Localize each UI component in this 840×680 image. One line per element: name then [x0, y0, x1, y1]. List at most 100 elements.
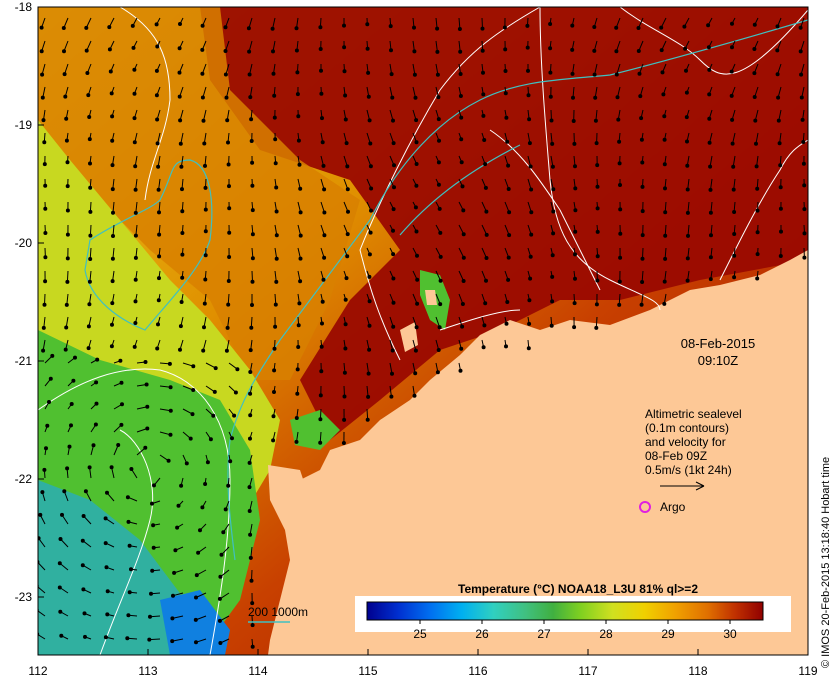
- velocity-arrow-head: [730, 141, 735, 146]
- velocity-arrow-head: [250, 160, 255, 165]
- velocity-arrow-head: [201, 118, 206, 123]
- velocity-arrow-head: [778, 254, 783, 258]
- velocity-arrow-head: [109, 344, 114, 349]
- velocity-arrow-head: [573, 208, 578, 213]
- velocity-arrow-head: [367, 118, 372, 123]
- velocity-arrow-head: [549, 323, 554, 328]
- velocity-arrow-head: [413, 205, 418, 210]
- velocity-arrow-head: [88, 185, 93, 190]
- velocity-arrow-head: [802, 207, 807, 212]
- velocity-arrow-head: [188, 436, 193, 441]
- velocity-arrow-head: [218, 574, 223, 579]
- sealevel-contours: [38, 7, 808, 655]
- velocity-arrow-head: [43, 255, 48, 260]
- velocity-arrow-head: [272, 390, 276, 394]
- velocity-arrow-head: [709, 233, 713, 238]
- lat-tick-label: -18: [15, 0, 33, 14]
- velocity-arrow-head: [413, 348, 418, 353]
- velocity-arrow-head: [168, 385, 173, 390]
- velocity-arrow-head: [107, 47, 112, 52]
- velocity-arrow-head: [732, 275, 737, 280]
- velocity-arrow-head: [67, 444, 72, 449]
- velocity-arrow-head: [392, 185, 396, 190]
- velocity-arrow-head: [343, 117, 348, 122]
- velocity-arrow-head: [151, 545, 156, 550]
- velocity-arrow-head: [64, 116, 69, 121]
- velocity-arrow-head: [593, 95, 598, 100]
- velocity-arrow-head: [526, 93, 531, 98]
- velocity-arrow-head: [551, 209, 556, 214]
- velocity-arrow-head: [156, 322, 160, 327]
- velocity-arrow-head: [369, 208, 373, 213]
- velocity-arrow-head: [319, 91, 324, 96]
- velocity-arrow-head: [247, 460, 252, 465]
- velocity-arrow-head: [686, 233, 690, 238]
- velocity-arrow-head: [152, 483, 156, 488]
- velocity-arrow-head: [548, 22, 553, 26]
- velocity-arrow-head: [203, 185, 208, 190]
- velocity-arrow-head: [155, 117, 160, 122]
- scale-arrow-icon: [660, 481, 705, 491]
- velocity-arrow-head: [157, 210, 161, 215]
- velocity-arrow-head: [571, 119, 576, 123]
- velocity-arrow-head: [391, 118, 395, 123]
- date-label: 08-Feb-2015: [681, 336, 755, 351]
- velocity-arrow-head: [391, 207, 396, 212]
- velocity-arrow-head: [615, 95, 620, 100]
- velocity-arrow-head: [110, 279, 115, 284]
- velocity-arrow-head: [133, 299, 138, 304]
- velocity-arrow-head: [640, 233, 645, 238]
- velocity-arrow-head: [104, 565, 109, 570]
- velocity-arrow-head: [730, 45, 734, 50]
- velocity-arrow-head: [221, 530, 226, 535]
- velocity-arrow-head: [84, 48, 89, 53]
- velocity-arrow-head: [127, 543, 132, 548]
- sealevel-line-4: 08-Feb 09Z: [645, 449, 707, 463]
- velocity-arrow-head: [47, 400, 51, 404]
- velocity-arrow-head: [232, 413, 237, 418]
- velocity-arrow-head: [504, 115, 509, 120]
- velocity-arrow-head: [297, 162, 302, 167]
- velocity-arrow-head: [482, 323, 487, 328]
- velocity-arrow-head: [203, 207, 208, 212]
- velocity-arrow-head: [296, 345, 301, 349]
- velocity-arrow-head: [321, 163, 326, 168]
- velocity-arrow-head: [570, 47, 575, 52]
- velocity-arrow-head: [436, 182, 441, 187]
- velocity-arrow-head: [437, 325, 442, 330]
- velocity-arrow-head: [414, 229, 419, 234]
- velocity-arrow-head: [208, 437, 213, 442]
- velocity-arrow-head: [111, 210, 115, 215]
- velocity-arrow-head: [528, 254, 533, 259]
- velocity-arrow-head: [63, 94, 68, 99]
- velocity-arrow-head: [659, 25, 664, 30]
- velocity-arrow-head: [110, 187, 115, 192]
- velocity-arrow-head: [73, 355, 77, 360]
- velocity-arrow-head: [295, 70, 300, 75]
- velocity-arrow-head: [151, 523, 156, 528]
- velocity-arrow-head: [573, 229, 578, 234]
- velocity-arrow-head: [593, 118, 598, 123]
- velocity-arrow-head: [43, 279, 48, 284]
- colorbar-tick-label: 27: [537, 627, 551, 641]
- velocity-arrow-head: [640, 184, 645, 189]
- velocity-arrow-head: [248, 348, 253, 353]
- velocity-arrow-head: [503, 91, 508, 96]
- velocity-arrow-head: [294, 48, 299, 53]
- velocity-arrow-head: [753, 118, 758, 123]
- velocity-arrow-head: [436, 160, 441, 165]
- velocity-arrow-head: [458, 368, 463, 373]
- velocity-arrow-head: [461, 208, 466, 213]
- velocity-arrow-head: [180, 275, 185, 280]
- velocity-arrow-head: [133, 277, 138, 282]
- velocity-arrow-head: [107, 25, 112, 30]
- velocity-arrow-head: [731, 187, 736, 192]
- velocity-arrow-head: [217, 618, 222, 623]
- argo-label: Argo: [660, 500, 686, 514]
- velocity-arrow-head: [459, 160, 464, 165]
- velocity-arrow-head: [573, 276, 577, 281]
- velocity-arrow-head: [639, 137, 644, 142]
- velocity-arrow-head: [272, 93, 277, 98]
- velocity-arrow-head: [226, 483, 231, 488]
